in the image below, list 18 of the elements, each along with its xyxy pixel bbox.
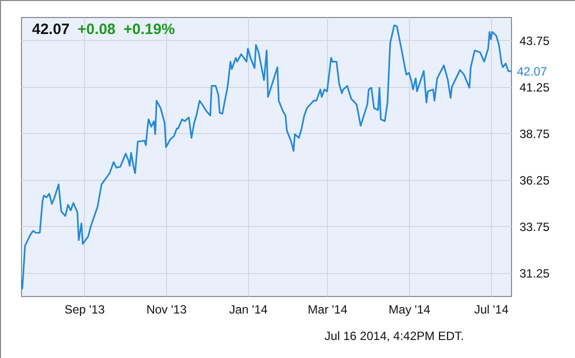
x-tick-label: Jan '14 <box>229 302 268 316</box>
annotation: +0.08 <box>78 21 116 38</box>
x-tick-label: Nov '13 <box>146 302 187 316</box>
y-tick-label: 31.25 <box>520 266 550 280</box>
text: Jul 16 2014, 4:42PM EDT. <box>324 329 464 343</box>
y-tick-label: 43.75 <box>520 34 550 48</box>
annotation: 42.07 <box>517 64 548 78</box>
x-tick-label: Mar '14 <box>308 302 348 316</box>
x-tick-label: Sep '13 <box>64 302 106 316</box>
y-tick-label: 38.75 <box>520 126 550 141</box>
y-tick-label: 33.75 <box>520 220 550 234</box>
line-series <box>21 24 511 290</box>
y-tick-label: 41.25 <box>520 80 550 94</box>
y-tick-label: 36.25 <box>520 173 550 188</box>
x-tick-label: May '14 <box>388 302 431 316</box>
chart-title: 42.07 <box>32 21 70 38</box>
x-tick-label: Jul '14 <box>474 302 509 316</box>
annotation: +0.19% <box>124 21 175 38</box>
